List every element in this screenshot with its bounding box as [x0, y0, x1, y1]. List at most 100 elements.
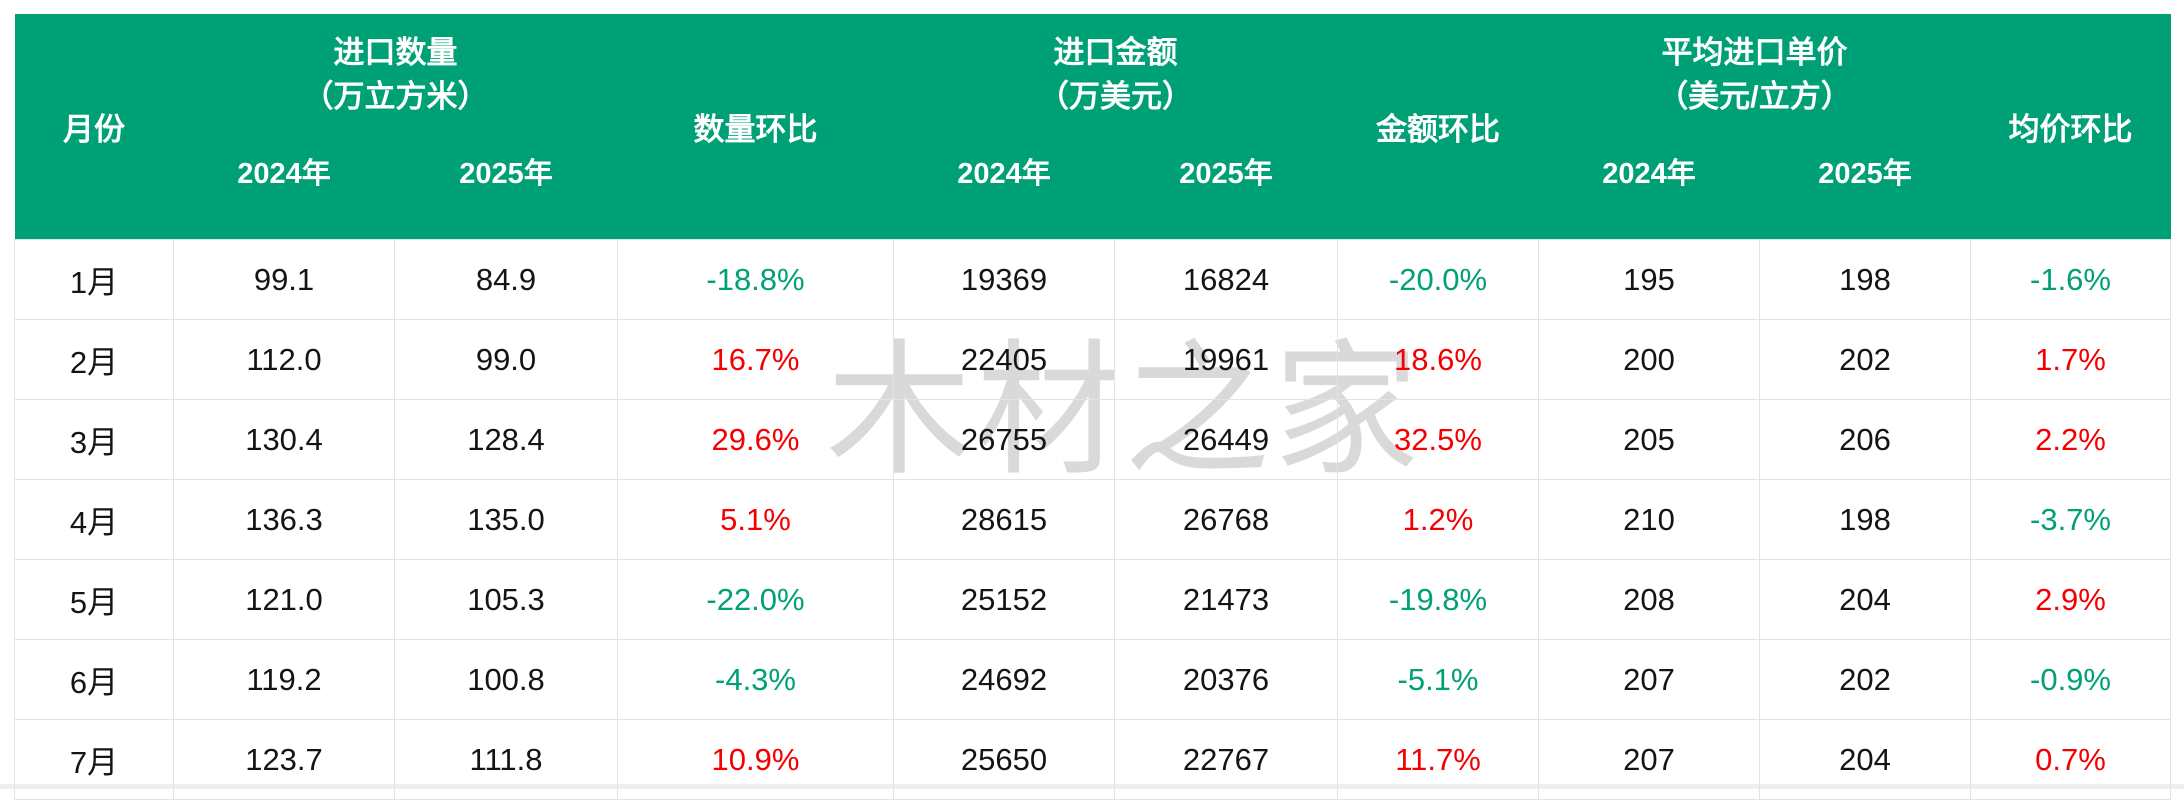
header-years-row: 2024年 2025年 2024年 2025年 2024年 2025年 [15, 136, 2171, 240]
header-import-quantity-title: 进口数量 [333, 35, 458, 70]
table-row: 3月 130.4 128.4 29.6% 26755 26449 32.5% 2… [14, 399, 2171, 480]
amt-mom-cell: 32.5% [1337, 399, 1539, 480]
price-2025-cell: 206 [1759, 399, 1971, 480]
price-2024-cell: 200 [1538, 319, 1760, 400]
qty-2024-cell: 121.0 [173, 559, 395, 640]
price-mom-cell: 2.9% [1970, 559, 2171, 640]
qty-2024-cell: 99.1 [173, 239, 395, 320]
qty-2025-cell: 84.9 [394, 239, 618, 320]
price-2025-cell: 202 [1759, 319, 1971, 400]
price-2024-cell: 205 [1538, 399, 1760, 480]
qty-mom-cell: 16.7% [617, 319, 894, 400]
header-amount-mom: 金额环比 [1337, 14, 1539, 240]
table-header: 月份 进口数量 （万立方米） 数量环比 进口金额 （万美元） 金额环比 平均进口… [14, 14, 2171, 240]
price-2024-cell: 207 [1538, 719, 1760, 800]
qty-2024-cell: 119.2 [173, 639, 395, 720]
amt-2024-cell: 25152 [893, 559, 1115, 640]
price-mom-cell: 0.7% [1970, 719, 2171, 800]
price-mom-cell: -3.7% [1970, 479, 2171, 560]
amt-mom-cell: -5.1% [1337, 639, 1539, 720]
price-2025-cell: 202 [1759, 639, 1971, 720]
price-2025-cell: 204 [1759, 559, 1971, 640]
table-row: 5月 121.0 105.3 -22.0% 25152 21473 -19.8%… [14, 559, 2171, 640]
amt-2025-cell: 16824 [1114, 239, 1338, 320]
qty-mom-cell: -18.8% [617, 239, 894, 320]
qty-2025-cell: 128.4 [394, 399, 618, 480]
month-cell: 2月 [14, 319, 174, 400]
month-cell: 6月 [14, 639, 174, 720]
qty-mom-cell: 5.1% [617, 479, 894, 560]
amt-2024-cell: 25650 [893, 719, 1115, 800]
price-mom-cell: 2.2% [1970, 399, 2171, 480]
amt-2025-cell: 22767 [1114, 719, 1338, 800]
qty-2024-cell: 123.7 [173, 719, 395, 800]
qty-2025-cell: 99.0 [394, 319, 618, 400]
header-import-amount-title: 进口金额 [1053, 35, 1178, 70]
amt-2024-cell: 26755 [893, 399, 1115, 480]
header-import-amount-group: 进口金额 （万美元） [893, 14, 1338, 136]
amt-2025-cell: 20376 [1114, 639, 1338, 720]
header-amt-year-2025: 2025年 [1114, 136, 1338, 240]
price-mom-cell: 1.7% [1970, 319, 2171, 400]
month-cell: 5月 [14, 559, 174, 640]
table-body: 1月 99.1 84.9 -18.8% 19369 16824 -20.0% 1… [14, 239, 2171, 800]
header-qty-year-2025: 2025年 [394, 136, 618, 240]
qty-mom-cell: 10.9% [617, 719, 894, 800]
header-import-quantity-unit: （万立方米） [302, 79, 489, 114]
amt-mom-cell: 1.2% [1337, 479, 1539, 560]
table-row: 1月 99.1 84.9 -18.8% 19369 16824 -20.0% 1… [14, 239, 2171, 320]
qty-2024-cell: 112.0 [173, 319, 395, 400]
month-cell: 3月 [14, 399, 174, 480]
amt-mom-cell: -20.0% [1337, 239, 1539, 320]
qty-2025-cell: 100.8 [394, 639, 618, 720]
import-stats-table: 月份 进口数量 （万立方米） 数量环比 进口金额 （万美元） 金额环比 平均进口… [14, 14, 2171, 800]
table-row: 6月 119.2 100.8 -4.3% 24692 20376 -5.1% 2… [14, 639, 2171, 720]
price-mom-cell: -1.6% [1970, 239, 2171, 320]
month-cell: 7月 [14, 719, 174, 800]
table-row: 7月 123.7 111.8 10.9% 25650 22767 11.7% 2… [14, 719, 2171, 800]
amt-2025-cell: 19961 [1114, 319, 1338, 400]
header-avg-price-title: 平均进口单价 [1661, 35, 1848, 70]
qty-mom-cell: 29.6% [617, 399, 894, 480]
qty-mom-cell: -22.0% [617, 559, 894, 640]
price-2024-cell: 208 [1538, 559, 1760, 640]
header-quantity-mom: 数量环比 [617, 14, 894, 240]
amt-2025-cell: 26768 [1114, 479, 1338, 560]
header-avg-price-group: 平均进口单价 （美元/立方） [1538, 14, 1971, 136]
qty-2024-cell: 130.4 [173, 399, 395, 480]
amt-2025-cell: 21473 [1114, 559, 1338, 640]
header-qty-year-2024: 2024年 [173, 136, 395, 240]
amt-mom-cell: 11.7% [1337, 719, 1539, 800]
header-import-quantity-group: 进口数量 （万立方米） [173, 14, 618, 136]
price-2024-cell: 210 [1538, 479, 1760, 560]
header-avg-price-unit: （美元/立方） [1657, 79, 1852, 114]
header-price-mom: 均价环比 [1970, 14, 2171, 240]
month-cell: 4月 [14, 479, 174, 560]
amt-2025-cell: 26449 [1114, 399, 1338, 480]
qty-mom-cell: -4.3% [617, 639, 894, 720]
amt-mom-cell: 18.6% [1337, 319, 1539, 400]
price-2025-cell: 198 [1759, 479, 1971, 560]
header-group-row: 月份 进口数量 （万立方米） 数量环比 进口金额 （万美元） 金额环比 平均进口… [14, 14, 2171, 240]
qty-2025-cell: 105.3 [394, 559, 618, 640]
amt-2024-cell: 24692 [893, 639, 1115, 720]
header-month: 月份 [14, 14, 174, 240]
amt-mom-cell: -19.8% [1337, 559, 1539, 640]
header-price-year-2024: 2024年 [1538, 136, 1760, 240]
amt-2024-cell: 22405 [893, 319, 1115, 400]
header-amt-year-2024: 2024年 [893, 136, 1115, 240]
price-2024-cell: 207 [1538, 639, 1760, 720]
month-cell: 1月 [14, 239, 174, 320]
price-2025-cell: 198 [1759, 239, 1971, 320]
header-price-year-2025: 2025年 [1759, 136, 1971, 240]
table-row: 2月 112.0 99.0 16.7% 22405 19961 18.6% 20… [14, 319, 2171, 400]
amt-2024-cell: 19369 [893, 239, 1115, 320]
qty-2025-cell: 111.8 [394, 719, 618, 800]
amt-2024-cell: 28615 [893, 479, 1115, 560]
price-2025-cell: 204 [1759, 719, 1971, 800]
qty-2025-cell: 135.0 [394, 479, 618, 560]
price-2024-cell: 195 [1538, 239, 1760, 320]
table-row: 4月 136.3 135.0 5.1% 28615 26768 1.2% 210… [14, 479, 2171, 560]
qty-2024-cell: 136.3 [173, 479, 395, 560]
price-mom-cell: -0.9% [1970, 639, 2171, 720]
